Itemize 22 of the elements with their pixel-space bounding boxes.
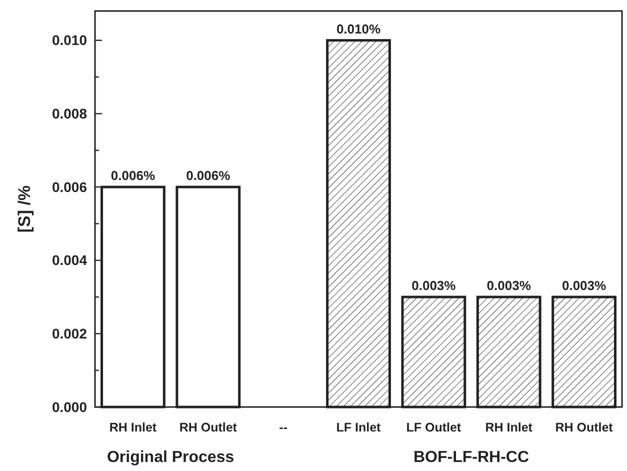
text: BOF-LF-RH-CC [414,449,530,466]
y-tick-label: 0.004 [52,252,88,268]
y-tick-label: 0.008 [52,106,88,122]
x-tick-label: LF Inlet [336,420,382,434]
y-axis-title: [S] /% [15,185,34,233]
x-tick-label: RH Outlet [555,420,614,434]
y-tick-label: 0.006 [52,178,88,195]
data-label: 0.006% [186,168,231,183]
data-label: 0.003% [562,278,607,293]
data-label: 0.003% [486,278,532,293]
x-tick-label: RH Outlet [179,420,238,434]
y-tick-label: 0.002 [52,326,88,342]
x-tick-label: RH Inlet [485,420,534,434]
x-tick-label: LF Outlet [406,420,462,434]
data-label: 0.003% [412,278,456,293]
text: Original Process [106,449,234,466]
y-tick-label: 0.010 [52,32,88,48]
y-tick-label: 0.000 [52,398,88,415]
data-label: 0.010% [336,21,381,36]
x-tick-label: -- [279,420,288,434]
data-label: 0.006% [110,168,156,183]
x-tick-label: RH Inlet [109,420,158,434]
